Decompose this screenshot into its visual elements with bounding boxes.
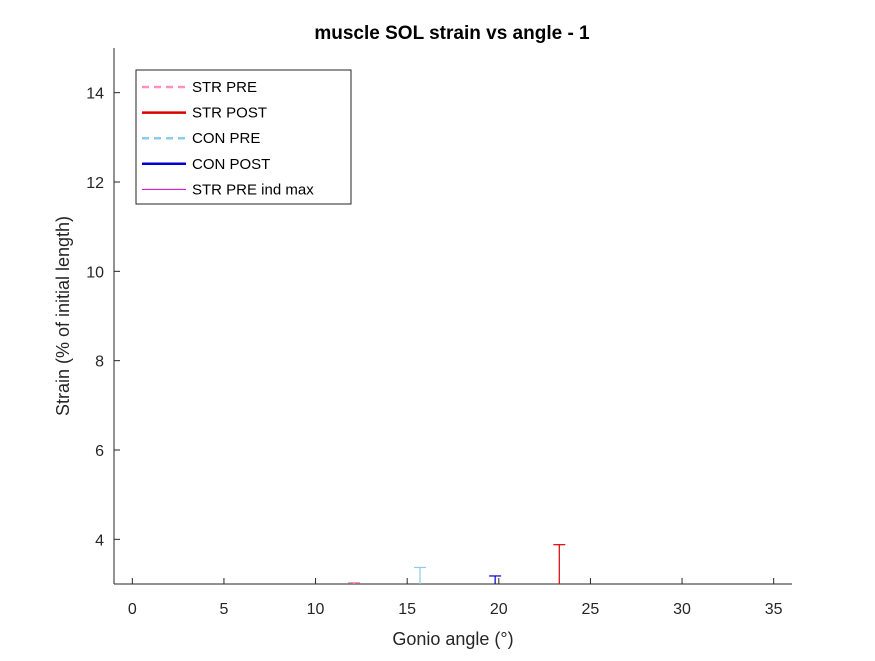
x-tick-label: 5	[219, 601, 228, 618]
x-tick-label: 35	[765, 601, 783, 618]
y-axis-label: Strain (% of initial length)	[53, 216, 73, 416]
y-tick-label: 12	[86, 175, 104, 192]
x-tick-label: 20	[490, 601, 508, 618]
y-tick-label: 14	[86, 86, 104, 103]
errorbar-con-post	[489, 575, 502, 584]
y-ticks: 4 6 8 10 12 14	[86, 86, 120, 549]
x-ticks: 0 5 10 15 20 25 30 35	[128, 578, 783, 618]
legend-label: STR PRE	[192, 79, 257, 96]
y-tick-label: 10	[86, 264, 104, 281]
y-tick-label: 8	[95, 354, 104, 371]
errorbar-str-pre	[348, 582, 361, 584]
legend: STR PRE STR POST CON PRE CON POST STR PRE in…	[135, 69, 352, 205]
errorbars	[348, 544, 566, 584]
x-tick-label: 10	[307, 601, 325, 618]
x-tick-label: 30	[673, 601, 691, 618]
legend-label: STR POST	[192, 105, 267, 122]
legend-label: STR PRE ind max	[192, 181, 314, 198]
y-tick-label: 4	[95, 532, 104, 549]
x-tick-label: 0	[128, 601, 137, 618]
x-axis-label: Gonio angle (°)	[392, 629, 513, 649]
legend-label: CON POST	[192, 156, 270, 173]
errorbar-con-pre	[414, 566, 427, 584]
errorbar-str-post	[553, 544, 566, 584]
x-tick-label: 15	[398, 601, 416, 618]
y-tick-label: 6	[95, 443, 104, 460]
plot-area: 0 5 10 15 20 25 30 35 4 6 8 10 12 14	[86, 48, 792, 618]
legend-label: CON PRE	[192, 130, 260, 147]
x-tick-label: 25	[582, 601, 600, 618]
chart-title: muscle SOL strain vs angle - 1	[314, 23, 590, 44]
